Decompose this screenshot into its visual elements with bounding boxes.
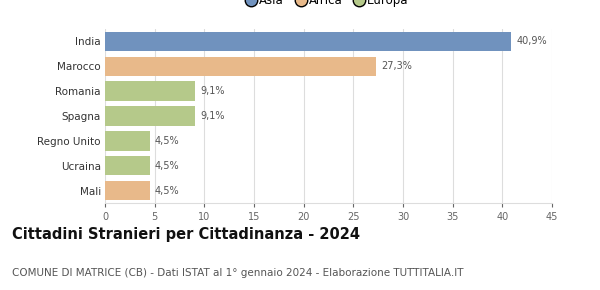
Text: COMUNE DI MATRICE (CB) - Dati ISTAT al 1° gennaio 2024 - Elaborazione TUTTITALIA: COMUNE DI MATRICE (CB) - Dati ISTAT al 1… (12, 267, 464, 278)
Bar (105, 81, 196, 101)
Bar (105, 131, 150, 151)
Text: 27,3%: 27,3% (381, 61, 412, 71)
Text: 4,5%: 4,5% (155, 136, 179, 146)
Text: 40,9%: 40,9% (516, 37, 547, 46)
Bar (105, 57, 376, 76)
Bar (105, 156, 150, 175)
Bar (105, 32, 511, 51)
Text: 9,1%: 9,1% (200, 86, 225, 96)
Text: 9,1%: 9,1% (200, 111, 225, 121)
Text: Cittadini Stranieri per Cittadinanza - 2024: Cittadini Stranieri per Cittadinanza - 2… (12, 227, 360, 242)
Legend: Asia, Africa, Europa: Asia, Africa, Europa (246, 0, 411, 9)
Bar (105, 106, 196, 126)
Text: 4,5%: 4,5% (155, 186, 179, 195)
Bar (105, 181, 150, 200)
Text: 4,5%: 4,5% (155, 161, 179, 171)
